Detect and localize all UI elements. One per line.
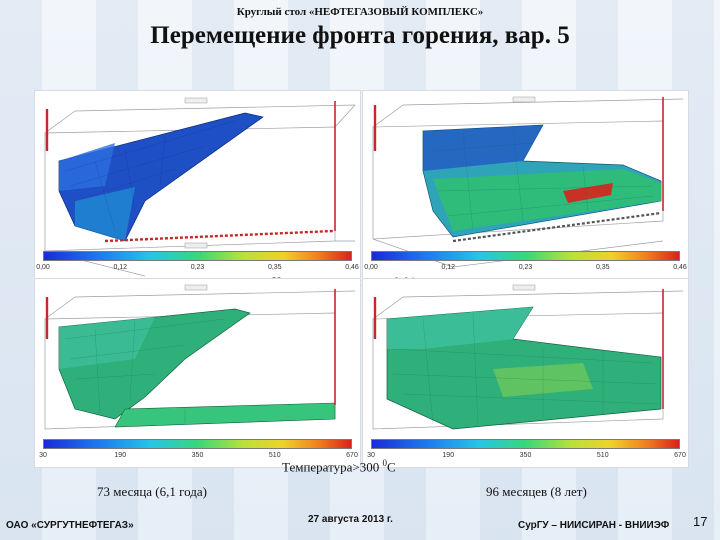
temperature-degree: 0: [382, 458, 387, 468]
scale-tick: 190: [114, 452, 127, 459]
scale-ticks: 30 190 350 510 670: [367, 452, 686, 462]
page-number: 17: [693, 514, 708, 529]
panel-coke-96-months: 0,00 0,12 0,23 0,35 0,46: [362, 90, 689, 280]
color-scale-bar: [43, 251, 352, 261]
panel-coke-73-months: 0,00 0,12 0,23 0,35 0,46: [34, 90, 361, 280]
scale-tick: 350: [519, 452, 532, 459]
footer-date: 27 августа 2013 г.: [308, 514, 393, 525]
color-scale-bar: [43, 439, 352, 449]
panel-temperature-96-months: 30 190 350 510 670: [362, 278, 689, 468]
scale-tick: 0,35: [595, 264, 610, 271]
temperature-label: Температура>300 0С: [282, 458, 396, 475]
footer-partners: СурГУ – НИИСИРАН - ВНИИЭФ: [518, 520, 670, 531]
simulation-3d-view: [372, 284, 684, 430]
slide-title: Перемещение фронта горения, вар. 5: [150, 22, 570, 49]
scale-tick: 0,23: [190, 264, 205, 271]
scale-tick: 0,00: [364, 264, 378, 271]
hot-zone: [563, 183, 613, 203]
scale-tick: 30: [367, 452, 375, 459]
panel-temperature-73-months: 30 190 350 510 670: [34, 278, 361, 468]
time-label-right: 96 месяцев (8 лет): [486, 484, 587, 499]
footer-company: ОАО «СУРГУТНЕФТЕГАЗ»: [6, 520, 134, 531]
scale-tick: 670: [674, 452, 686, 459]
event-header: Круглый стол «НЕФТЕГАЗОВЫЙ КОМПЛЕКС»: [236, 6, 484, 18]
scale-tick: 0,12: [441, 264, 456, 271]
temperature-unit: С: [386, 459, 396, 475]
scale-tick: 0,12: [113, 264, 128, 271]
scale-tick: 0,46: [345, 264, 359, 271]
time-label-left: 73 месяца (6,1 года): [97, 484, 207, 499]
scale-tick: 0,00: [36, 264, 50, 271]
scale-tick: 0,23: [518, 264, 533, 271]
horizontal-well: [104, 229, 334, 243]
temperature-label-text: Температура>300: [282, 459, 383, 475]
scale-tick: 190: [442, 452, 455, 459]
scale-ticks: 30 190 350 510 670: [39, 452, 358, 462]
color-scale-bar: [371, 439, 680, 449]
scale-tick: 510: [268, 452, 281, 459]
scale-tick: 0,46: [673, 264, 687, 271]
scale-tick: 30: [39, 452, 47, 459]
color-scale-bar: [371, 251, 680, 261]
simulation-3d-view: [372, 96, 684, 268]
scale-tick: 510: [596, 452, 609, 459]
scale-tick: 0,35: [267, 264, 282, 271]
simulation-3d-view: [44, 97, 356, 277]
scale-tick: 350: [191, 452, 204, 459]
scale-tick: 670: [346, 452, 358, 459]
scale-ticks: 0,00 0,12 0,23 0,35 0,46: [36, 264, 359, 274]
scale-ticks: 0,00 0,12 0,23 0,35 0,46: [364, 264, 687, 274]
simulation-3d-view: [44, 284, 356, 430]
